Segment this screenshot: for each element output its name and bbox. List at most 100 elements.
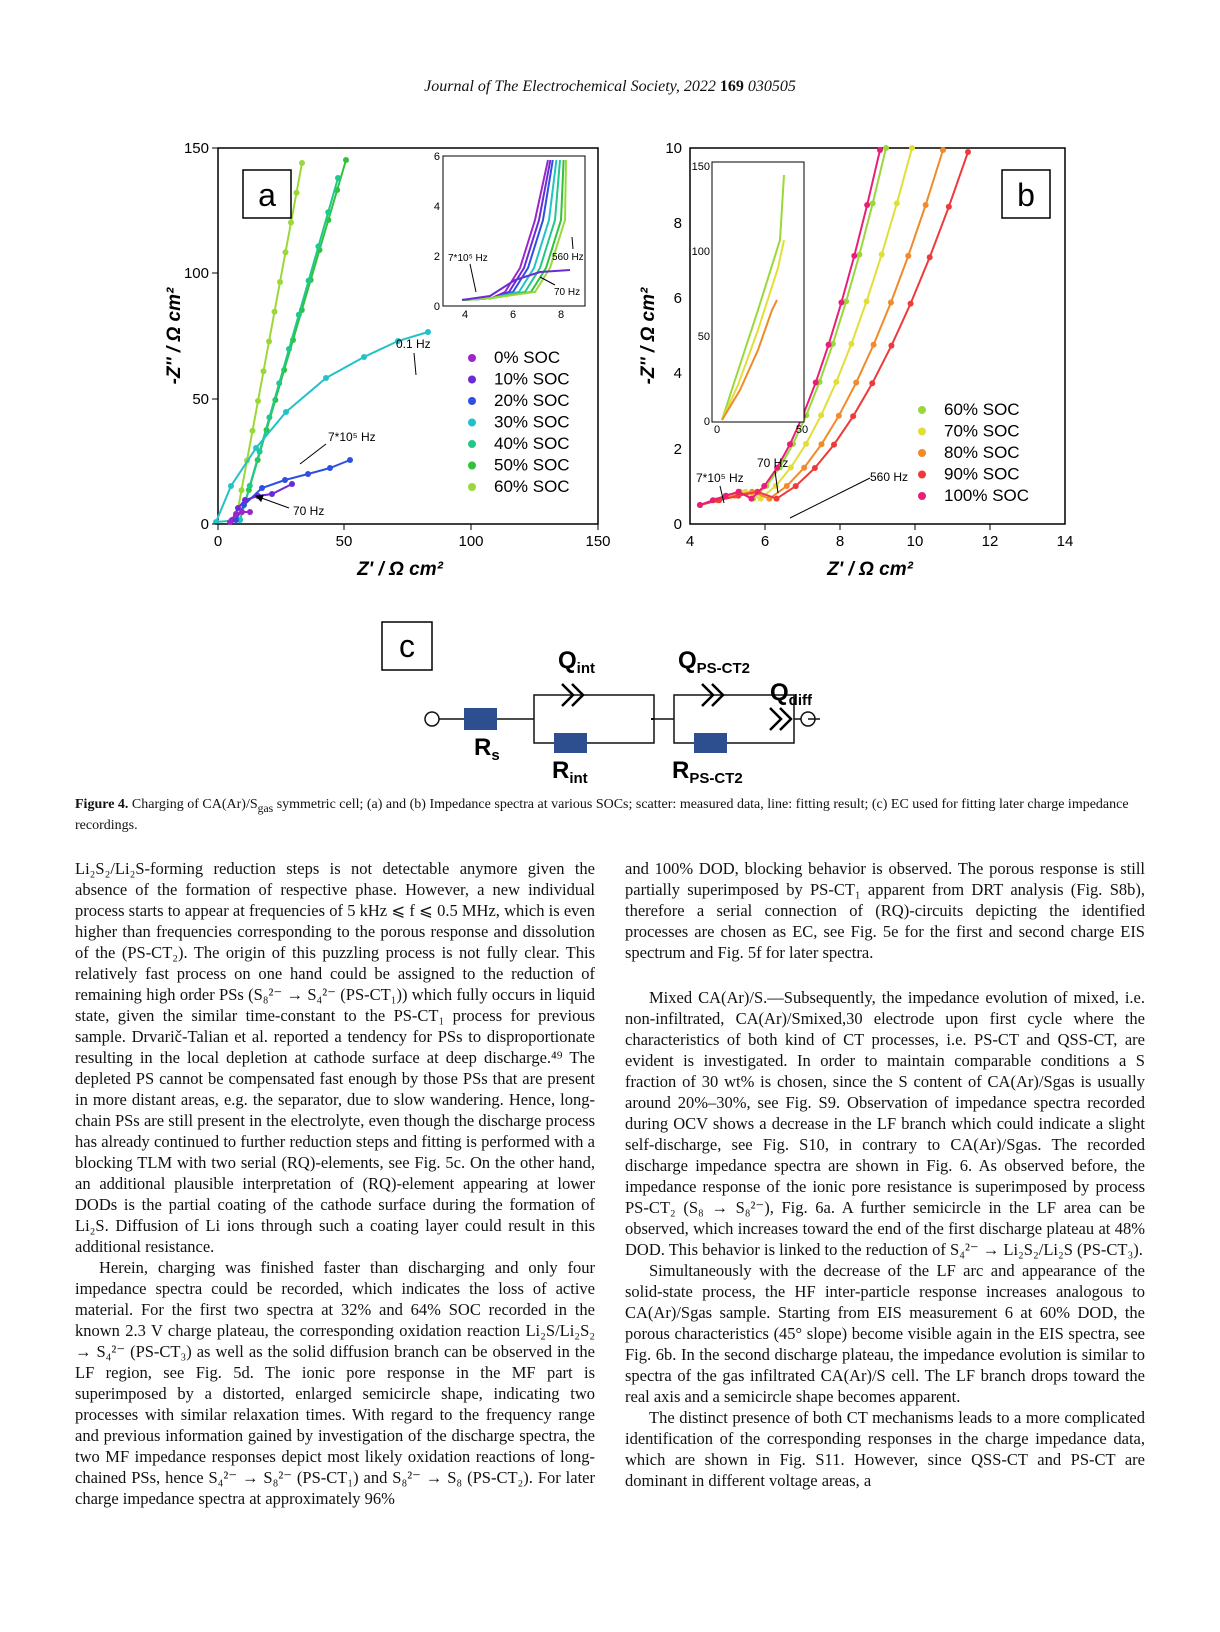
b-curve-100-point	[697, 502, 703, 508]
a-curve-60-point	[293, 189, 300, 196]
label-qint: Qint	[558, 647, 595, 677]
ai-curve-line	[461, 159, 567, 301]
label-rs: Rs	[474, 734, 500, 764]
b-annot-560-line	[789, 477, 871, 519]
a-curve-60-point	[260, 368, 267, 375]
panel-a-label: a	[258, 177, 276, 213]
a-curve-60-point	[249, 427, 256, 434]
b-curve-90-point	[850, 413, 857, 420]
b-legend-label: 90% SOC	[944, 465, 1020, 484]
a-xtick-1: 50	[336, 533, 353, 550]
a-annot-70hz-arrow	[255, 494, 290, 509]
panel-a-y-ticks: 0 50 100 150	[184, 140, 218, 533]
panel-c-label: c	[399, 628, 415, 664]
b-xtick-4: 12	[982, 533, 999, 550]
b-curve-90-point	[869, 380, 876, 387]
panel-b-label-box	[1001, 169, 1051, 219]
a-curve-30-point	[361, 354, 367, 360]
a-curve-60-point	[299, 160, 305, 166]
a-annot-7e5hz: 7*10⁵ Hz	[328, 430, 376, 444]
ai-ytick-1: 2	[434, 251, 440, 263]
a-curve-60-point	[282, 249, 289, 256]
b-curve-70-point	[818, 412, 825, 419]
ai-annot-560-line	[571, 236, 574, 250]
b-curve-100-point	[735, 488, 742, 495]
panel-a-inset: 4 6 8 0 2 4 6 7*10⁵ Hz 560 Hz 70 Hz	[434, 151, 586, 321]
b-curve-100-point	[748, 495, 755, 502]
a-curve-30-point	[425, 329, 431, 335]
b-xtick-2: 8	[836, 533, 844, 550]
a-xtick-3: 150	[585, 533, 610, 550]
a-curve-10-point	[269, 491, 275, 497]
ai-ytick-0: 0	[434, 301, 440, 313]
bi-ytick-3: 150	[692, 161, 710, 173]
cpe-qpsct2-b	[711, 683, 725, 707]
b-curve-70-point	[803, 440, 809, 447]
b-curve-70-point	[893, 200, 900, 207]
caption-text-b: symmetric cell; (a) and (b) Impedance sp…	[75, 797, 1129, 833]
cpe-qint-b	[571, 683, 585, 707]
b-curve-100-point	[825, 341, 832, 348]
right-column: and 100% DOD, blocking behavior is obser…	[625, 858, 1145, 1491]
b-curve-80-point	[835, 412, 842, 419]
a-curve-0-point	[239, 509, 245, 515]
b-curve-80-point	[783, 483, 790, 490]
bi-xtick-1: 50	[796, 424, 808, 436]
journal-name: Journal of The Electrochemical Society	[424, 78, 676, 95]
panel-c-label-box	[381, 621, 433, 671]
a-curve-0-line	[229, 511, 250, 523]
journal-volume: 169	[719, 78, 744, 95]
panel-a-frame	[217, 147, 599, 525]
b-ytick-4: 8	[674, 215, 682, 232]
panel-b-frame	[689, 147, 1066, 525]
panel-b-curves	[697, 145, 971, 508]
b-legend-label: 80% SOC	[944, 443, 1020, 462]
a-curve-30-point	[395, 338, 401, 344]
a-legend-marker	[468, 483, 476, 491]
bi-ytick-2: 100	[692, 246, 710, 258]
b-curve-80-point	[940, 147, 946, 153]
cpe-qpsct2-a	[701, 683, 715, 707]
ai-annot-7e5-line	[469, 263, 477, 293]
resistor-rpsct2	[694, 733, 727, 753]
panel-a-label-box	[242, 169, 292, 219]
a-legend-label: 30% SOC	[494, 413, 570, 432]
a-curve-20-point	[259, 485, 265, 491]
a-curve-40-point	[305, 277, 312, 284]
bi-ytick-0: 0	[704, 416, 710, 428]
resistor-rint	[554, 733, 587, 753]
a-xtick-2: 100	[458, 533, 483, 550]
a-ytick-0: 0	[201, 516, 209, 533]
ai-annot-7e5: 7*10⁵ Hz	[448, 253, 488, 264]
a-legend-marker	[468, 440, 476, 448]
b-annot-70: 70 Hz	[757, 456, 788, 470]
b-curve-70-point	[909, 145, 915, 151]
resistor-rs	[464, 708, 497, 730]
b-curve-90-point	[926, 254, 933, 261]
a-legend-marker	[468, 354, 476, 362]
a-legend-label: 10% SOC	[494, 370, 570, 389]
b-curve-70-point	[863, 298, 870, 305]
a-curve-40-point	[325, 209, 332, 216]
panel-b-label: b	[1017, 177, 1035, 213]
bi-curve-80-line	[721, 299, 778, 421]
b-curve-60-point	[843, 298, 850, 305]
a-curve-10-point	[289, 481, 295, 487]
a-curve-40-point	[295, 311, 302, 318]
panel-a-x-ticks: 0 50 100 150	[214, 524, 611, 550]
panel-a-xlabel: Z' / Ω cm²	[356, 559, 444, 580]
b-curve-90-point	[773, 495, 780, 502]
a-curve-20-point	[282, 477, 288, 483]
b-curve-80-point	[818, 441, 825, 448]
label-rint: Rint	[552, 757, 588, 787]
b-legend-label: 100% SOC	[944, 486, 1029, 505]
bi-xtick-0: 0	[714, 424, 720, 436]
b-curve-100-point	[812, 379, 819, 386]
inset-a-curves	[461, 159, 571, 301]
figure-caption: Figure 4. Charging of CA(Ar)/Sgas symmet…	[75, 796, 1145, 834]
a-curve-50-point	[343, 157, 349, 163]
b-annot-7e5: 7*10⁵ Hz	[696, 471, 744, 485]
a-curve-30-point	[228, 483, 234, 489]
b-xtick-1: 6	[761, 533, 769, 550]
bi-ytick-1: 50	[698, 331, 710, 343]
